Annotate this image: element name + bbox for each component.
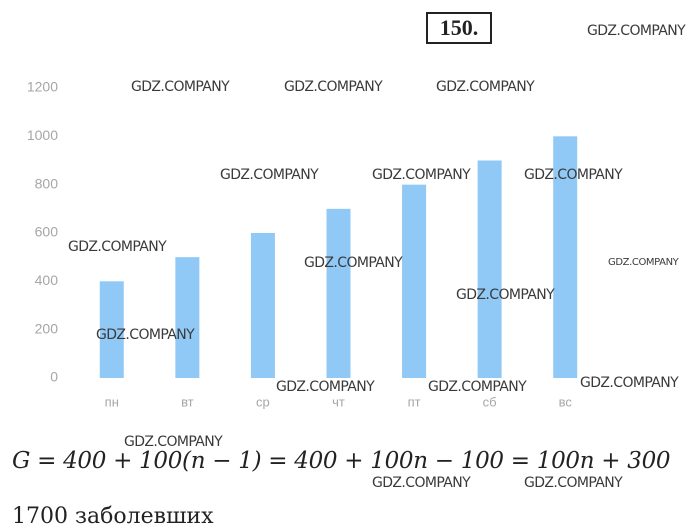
- bar: [326, 208, 351, 378]
- bar: [477, 160, 502, 378]
- answer: 1700 заболевших: [12, 504, 214, 529]
- x-tick-label: вс: [559, 394, 573, 409]
- bar: [99, 281, 124, 378]
- y-tick-label: 600: [35, 224, 59, 240]
- watermark: GDZ.COMPANY: [96, 327, 195, 343]
- y-tick-label: 200: [35, 320, 59, 336]
- watermark: GDZ.COMPANY: [436, 79, 535, 95]
- watermark: GDZ.COMPANY: [524, 167, 623, 183]
- formula: G = 400 + 100(n − 1) = 400 + 100n − 100 …: [12, 448, 671, 474]
- watermark: GDZ.COMPANY: [284, 79, 383, 95]
- y-tick-label: 400: [35, 272, 59, 288]
- bar: [250, 233, 275, 378]
- watermark: GDZ.COMPANY: [131, 79, 230, 95]
- problem-number: 150.: [426, 12, 492, 44]
- y-tick-label: 0: [50, 369, 58, 385]
- bar: [402, 184, 427, 378]
- watermark: GDZ.COMPANY: [580, 375, 679, 391]
- watermark: GDZ.COMPANY: [276, 379, 375, 395]
- watermark: GDZ.COMPANY: [68, 239, 167, 255]
- x-tick-label: чт: [332, 394, 345, 409]
- y-tick-label: 1000: [27, 127, 58, 143]
- watermark: GDZ.COMPANY: [608, 257, 680, 268]
- y-tick-label: 1200: [27, 79, 58, 95]
- watermark: GDZ.COMPANY: [372, 475, 471, 491]
- y-tick-label: 800: [35, 175, 59, 191]
- bar: [553, 136, 578, 378]
- x-tick-label: пт: [408, 394, 421, 409]
- watermark: GDZ.COMPANY: [587, 23, 686, 39]
- watermark: GDZ.COMPANY: [428, 379, 527, 395]
- watermark: GDZ.COMPANY: [456, 287, 555, 303]
- x-tick-label: пн: [105, 394, 119, 409]
- watermark: GDZ.COMPANY: [220, 167, 319, 183]
- watermark: GDZ.COMPANY: [524, 475, 623, 491]
- x-tick-label: сб: [483, 394, 497, 409]
- bar: [175, 257, 200, 378]
- watermark: GDZ.COMPANY: [124, 434, 223, 450]
- x-tick-label: вт: [181, 394, 194, 409]
- watermark: GDZ.COMPANY: [372, 167, 471, 183]
- watermark: GDZ.COMPANY: [304, 255, 403, 271]
- x-tick-label: ср: [256, 394, 270, 409]
